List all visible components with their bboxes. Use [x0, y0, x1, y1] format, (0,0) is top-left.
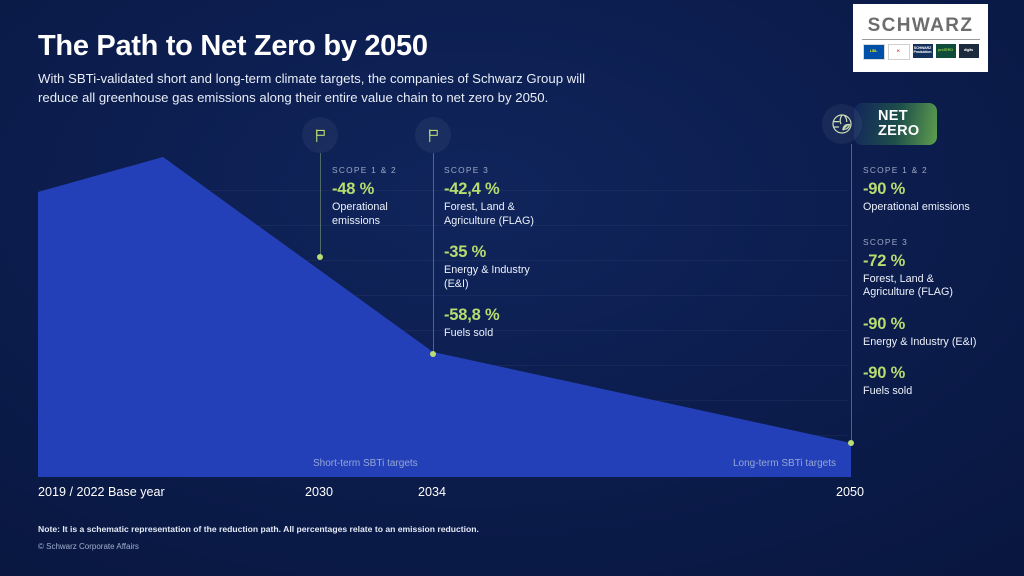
footnote-credit: © Schwarz Corporate Affairs	[38, 542, 139, 551]
brand-tile-schwarz-produktion: SCHWARZ Produktion	[912, 44, 933, 59]
globe-leaf-icon	[822, 104, 862, 144]
target-value: -90 %	[863, 314, 906, 333]
scope-label: SCOPE 3	[444, 165, 490, 175]
target-description: Forest, Land & Agriculture (FLAG)	[863, 272, 953, 299]
target-description: Forest, Land & Agriculture (FLAG)	[444, 201, 534, 227]
gridline	[38, 295, 848, 296]
scope-label: SCOPE 1 & 2	[332, 165, 397, 175]
chart-plot-area	[0, 155, 1024, 477]
brand-tile-kaufland: K	[887, 44, 910, 61]
target-group: SCOPE 3 -72 % Forest, Land & Agriculture…	[863, 237, 985, 300]
brand-tile-lidl: LIDL	[862, 44, 885, 61]
x-tick-2034: 2034	[418, 485, 447, 499]
emissions-area-chart	[38, 157, 851, 477]
gridline	[38, 190, 848, 191]
target-value: -58,8 %	[444, 306, 500, 325]
target-description: Energy & Industry (E&I)	[444, 264, 530, 290]
logo-divider	[861, 38, 980, 41]
marker-endpoint-dot	[317, 254, 323, 260]
scope-label: SCOPE 1 & 2	[863, 165, 928, 175]
target-value: -35 %	[444, 243, 487, 262]
target-group: -90 % Energy & Industry (E&I)	[863, 315, 985, 350]
flag-icon	[415, 117, 451, 153]
net-zero-badge: NET ZERO	[822, 103, 938, 145]
target-column-2034: SCOPE 3 -42,4 % Forest, Land & Agricultu…	[444, 165, 556, 341]
target-column-2030: SCOPE 1 & 2 -48 % Operational emissions	[332, 165, 428, 228]
target-description: Operational emissions	[332, 201, 388, 227]
schwarz-wordmark: SCHWARZ	[867, 14, 974, 36]
target-group: SCOPE 1 & 2 -48 % Operational emissions	[332, 165, 428, 228]
target-description: Energy & Industry (E&I)	[863, 335, 977, 348]
target-value: -90 %	[863, 180, 906, 198]
x-tick-base-year: 2019 / 2022 Base year	[38, 485, 165, 499]
band-label-short-term: Short-term SBTi targets	[313, 458, 418, 469]
marker-connector-line	[319, 153, 321, 256]
marker-endpoint-dot	[430, 351, 436, 357]
band-label-long-term: Long-term SBTi targets	[733, 458, 837, 469]
target-group: -58,8 % Fuels sold	[444, 306, 556, 341]
brand-tile-schwarz-digits: digits	[958, 44, 979, 59]
net-zero-line2: ZERO	[878, 123, 920, 139]
area-series-path	[38, 157, 851, 477]
gridline	[38, 330, 848, 331]
net-zero-pill: NET ZERO	[854, 103, 938, 145]
gridline	[38, 225, 848, 226]
marker-endpoint-dot	[848, 440, 854, 446]
x-tick-2030: 2030	[305, 485, 334, 499]
target-group: -90 % Fuels sold	[863, 364, 985, 399]
marker-connector-line	[432, 153, 434, 353]
target-group: SCOPE 3 -42,4 % Forest, Land & Agricultu…	[444, 165, 556, 228]
page-title: The Path to Net Zero by 2050	[38, 30, 428, 62]
target-value: -90 %	[863, 364, 906, 383]
target-value: -48 %	[332, 180, 375, 198]
target-description: Fuels sold	[863, 385, 913, 398]
target-group: SCOPE 1 & 2 -90 % Operational emissions	[863, 165, 985, 215]
target-description: Operational emissions	[863, 201, 970, 213]
page-subtitle: With SBTi-validated short and long-term …	[38, 71, 586, 105]
marker-connector-line	[850, 144, 852, 443]
x-tick-2050: 2050	[836, 485, 865, 499]
flag-icon	[302, 117, 338, 153]
target-value: -42,4 %	[444, 180, 500, 198]
x-axis: 2019 / 2022 Base year 2030 2034 2050	[0, 485, 1024, 505]
target-value: -72 %	[863, 251, 906, 270]
schwarz-group-logo: SCHWARZ LIDL K SCHWARZ Produktion preZER…	[853, 4, 988, 72]
scope-label: SCOPE 3	[863, 236, 909, 247]
target-group: -35 % Energy & Industry (E&I)	[444, 243, 556, 291]
footnote-note: Note: It is a schematic representation o…	[38, 524, 479, 534]
target-column-2050: SCOPE 1 & 2 -90 % Operational emissions …	[863, 165, 985, 399]
net-zero-line1: NET	[878, 108, 908, 124]
brand-tiles: LIDL K SCHWARZ Produktion preZERO digits	[862, 44, 979, 61]
gridline	[38, 260, 848, 261]
target-description: Fuels sold	[444, 327, 494, 340]
brand-tile-prezero: preZERO	[935, 44, 956, 59]
